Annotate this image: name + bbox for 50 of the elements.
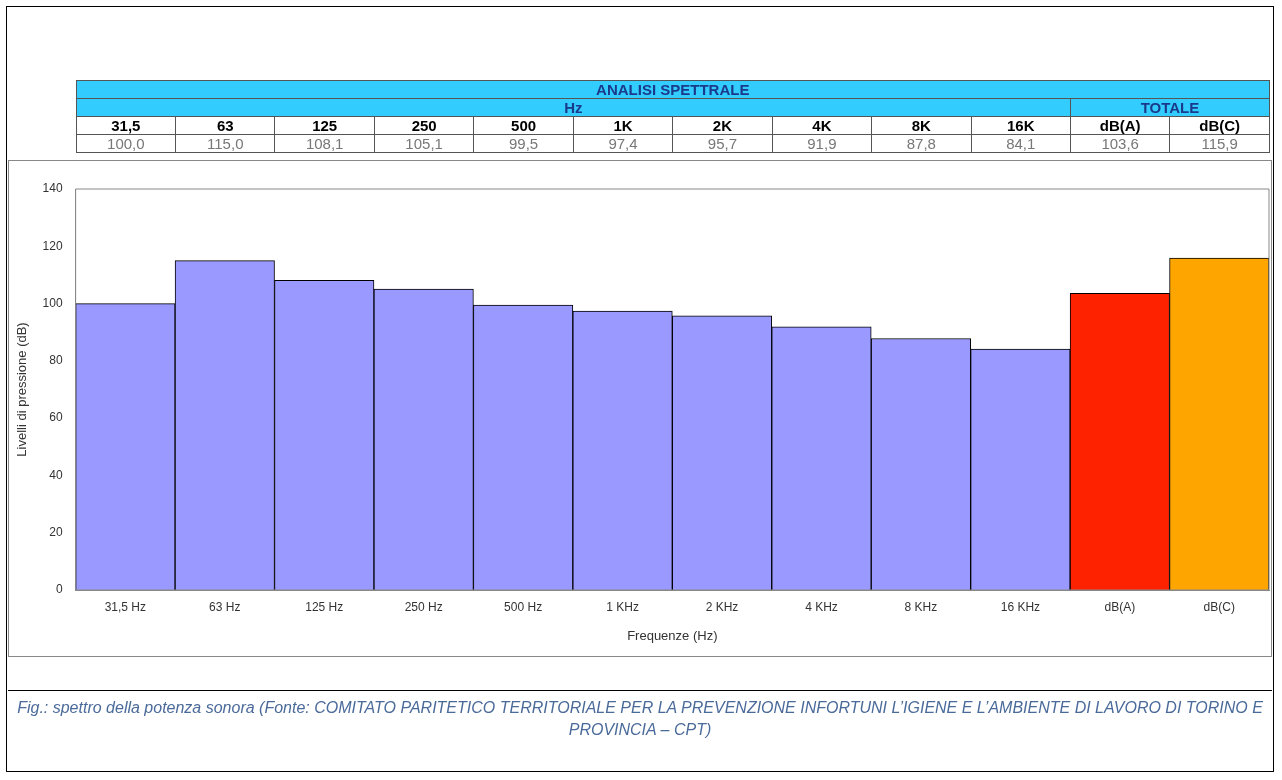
y-tick-label: 100 [42,295,63,310]
text: TOTALE [1070,98,1270,117]
text: 16K [971,116,1071,135]
text: 1K [573,116,673,135]
x-tick-label: 500 Hz [504,599,543,614]
x-tick-label: 1 KHz [606,599,639,614]
data-label: 100,0 [76,134,176,153]
y-tick-label: 40 [49,467,63,482]
x-tick-label: 2 KHz [705,599,739,614]
data-label: 108,1 [274,134,375,153]
text: 250 [374,116,474,135]
x-tick-label: dB(C) [1203,599,1235,614]
x-tick-label: 16 KHz [1000,599,1041,614]
x-tick-label: 125 Hz [305,599,344,614]
x-tick-label: 8 KHz [904,599,938,614]
data-label: 105,1 [374,134,474,153]
x-tick-label: 31,5 Hz [104,599,147,614]
x-tick-label: 250 Hz [404,599,443,614]
data-label: 97,4 [573,134,673,153]
x-tick-label: 4 KHz [805,599,838,614]
y-tick-label: 140 [42,181,63,196]
data-label: 115,9 [1169,134,1270,153]
data-label: 95,7 [672,134,773,153]
text: dB(A) [1070,116,1170,135]
x-tick-label: dB(A) [1104,599,1136,614]
data-label: 103,6 [1070,134,1170,153]
chart-title: ANALISI SPETTRALE [76,80,1270,99]
text: 31,5 [76,116,176,135]
text: 500 [473,116,574,135]
text: 8K [871,116,972,135]
y-tick-label: 0 [55,582,63,597]
text: 125 [274,116,375,135]
text: Fig.: spettro della potenza sonora (Fonte: COMITATO PARITETICO TERRITORIALE PER LA PREVENZIONE INFORTUNI L’IGIENE E L’AMBIENTE DI LAVORO DI TORINO E PROVINCIA – CPT) [8,690,1272,741]
data-label: 115,0 [175,134,275,153]
data-label: 99,5 [473,134,574,153]
y-tick-label: 60 [49,410,63,425]
text: 4K [772,116,872,135]
text: 2K [672,116,773,135]
y-axis-title: Livelli di pressione (dB) [14,322,30,457]
y-tick-label: 20 [49,525,63,540]
data-label: 87,8 [871,134,972,153]
text: Hz [76,98,1071,117]
x-axis-title: Frequenze (Hz) [627,627,718,643]
data-label: 91,9 [772,134,872,153]
text: 63 [175,116,275,135]
x-tick-label: 63 Hz [209,599,241,614]
text: dB(C) [1169,116,1270,135]
y-tick-label: 120 [42,238,63,253]
y-tick-label: 80 [49,353,63,368]
data-label: 84,1 [971,134,1071,153]
